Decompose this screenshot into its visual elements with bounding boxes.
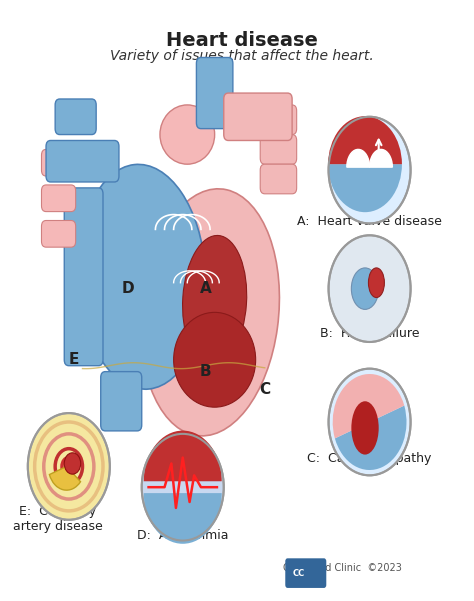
Wedge shape: [328, 164, 402, 212]
Text: A:  Heart valve disease: A: Heart valve disease: [297, 215, 442, 228]
FancyBboxPatch shape: [285, 558, 326, 588]
Ellipse shape: [78, 165, 206, 389]
Circle shape: [328, 117, 410, 224]
FancyBboxPatch shape: [64, 188, 103, 365]
FancyBboxPatch shape: [42, 221, 76, 247]
Wedge shape: [335, 406, 407, 470]
Ellipse shape: [351, 401, 379, 454]
Polygon shape: [347, 150, 370, 167]
Text: CC: CC: [293, 569, 305, 578]
Wedge shape: [49, 466, 81, 490]
Text: Heart disease: Heart disease: [166, 31, 318, 50]
Text: D: D: [122, 281, 134, 296]
Wedge shape: [144, 493, 222, 544]
Circle shape: [28, 413, 110, 520]
Ellipse shape: [160, 105, 215, 164]
Ellipse shape: [173, 313, 255, 407]
Text: B: B: [200, 364, 211, 379]
FancyBboxPatch shape: [260, 135, 297, 164]
Circle shape: [328, 236, 410, 342]
Wedge shape: [144, 430, 222, 481]
Text: Variety of issues that affect the heart.: Variety of issues that affect the heart.: [110, 49, 374, 63]
Text: C: C: [259, 382, 270, 397]
Text: D:  Arrhythmia: D: Arrhythmia: [137, 529, 228, 542]
Wedge shape: [333, 374, 404, 438]
Text: Cleveland Clinic  ©2023: Cleveland Clinic ©2023: [283, 563, 401, 573]
FancyBboxPatch shape: [100, 371, 142, 431]
FancyBboxPatch shape: [260, 105, 297, 135]
Text: E:  Coronary
artery disease: E: Coronary artery disease: [12, 505, 102, 533]
Polygon shape: [370, 150, 392, 167]
Ellipse shape: [182, 236, 247, 365]
Text: E: E: [68, 352, 79, 367]
Circle shape: [142, 434, 224, 540]
FancyBboxPatch shape: [260, 164, 297, 194]
Text: B:  Heart failure: B: Heart failure: [320, 327, 419, 340]
FancyBboxPatch shape: [224, 93, 292, 141]
FancyBboxPatch shape: [46, 141, 119, 182]
FancyBboxPatch shape: [42, 185, 76, 212]
Wedge shape: [328, 116, 402, 164]
Text: C:  Cardiomyopathy: C: Cardiomyopathy: [308, 451, 432, 465]
FancyBboxPatch shape: [42, 150, 76, 176]
Ellipse shape: [141, 189, 280, 436]
FancyBboxPatch shape: [196, 58, 233, 129]
FancyBboxPatch shape: [55, 99, 96, 135]
Ellipse shape: [368, 268, 384, 297]
Text: A: A: [200, 281, 211, 296]
Circle shape: [328, 368, 410, 475]
Ellipse shape: [351, 268, 379, 310]
Circle shape: [64, 453, 81, 474]
